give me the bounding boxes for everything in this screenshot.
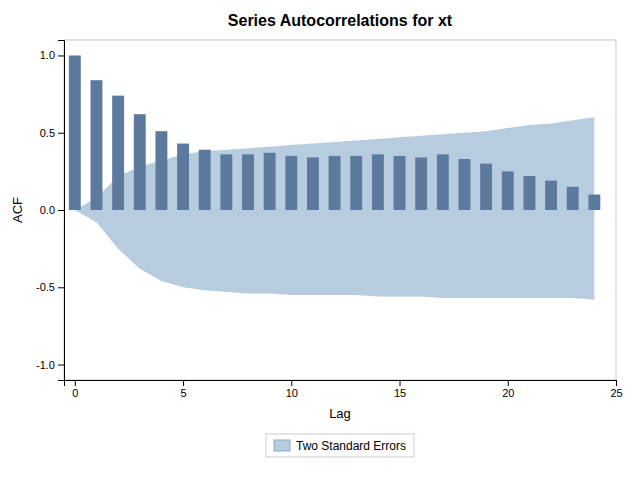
tick: 5: [180, 380, 186, 399]
bar: [502, 171, 514, 210]
axis-line: [58, 41, 65, 381]
tick-mark: [58, 287, 64, 288]
tick-mark: [58, 55, 64, 56]
chart: 0 5 10 15 20 25 -1.0 -0.5 0.0 0.5 1.0 Series Autoco…: [0, 0, 640, 480]
tick-mark: [291, 380, 292, 386]
tick-mark: [183, 380, 184, 386]
tick-mark: [616, 380, 617, 386]
bar: [134, 114, 146, 210]
legend-label: Two Standard Errors: [296, 439, 406, 453]
tick: 10: [286, 380, 298, 399]
tick-label: 15: [394, 387, 406, 399]
tick: -1.0: [36, 359, 64, 371]
tick: 25: [610, 380, 622, 399]
tick-mark: [400, 380, 401, 386]
tick-mark: [58, 210, 64, 211]
bar: [437, 154, 449, 210]
tick-mark: [58, 133, 64, 134]
tick-label: 20: [502, 387, 514, 399]
bar: [329, 156, 341, 210]
tick: 0.5: [40, 127, 64, 139]
tick-label: 0.5: [40, 127, 55, 139]
bar: [394, 156, 406, 210]
bar: [199, 150, 211, 210]
bar: [69, 55, 81, 210]
bar: [242, 154, 254, 210]
bar: [567, 187, 579, 210]
tick-mark: [75, 380, 76, 386]
plot-area: [69, 55, 600, 299]
bars: [69, 55, 600, 210]
tick-label: -1.0: [36, 359, 55, 371]
legend-frame: [266, 434, 414, 457]
tick: 1.0: [40, 49, 64, 61]
bar: [545, 181, 557, 210]
tick: 0.0: [40, 204, 64, 216]
bar: [285, 156, 297, 210]
bar: [588, 195, 600, 210]
confidence-band: [75, 117, 595, 299]
bar: [372, 154, 384, 210]
title: Series Autocorrelations for xt: [228, 12, 453, 29]
tick-label: 5: [180, 387, 186, 399]
axis-line: [65, 381, 617, 387]
tick-label: 0: [72, 387, 78, 399]
tick-mark: [508, 380, 509, 386]
legend-swatch: [274, 440, 290, 451]
tick-label: -0.5: [36, 281, 55, 293]
y-axis-title: ACF: [10, 197, 25, 223]
bar: [350, 156, 362, 210]
tick: 0: [72, 380, 78, 399]
x-axis: 0 5 10 15 20 25: [65, 380, 623, 399]
tick-mark: [58, 365, 64, 366]
bar: [264, 153, 276, 210]
tick-label: 10: [286, 387, 298, 399]
bar: [155, 131, 167, 210]
bar: [91, 80, 103, 210]
tick-label: 1.0: [40, 49, 55, 61]
plot-frame: [64, 40, 616, 380]
y-axis: -1.0 -0.5 0.0 0.5 1.0: [36, 41, 64, 381]
bar: [480, 164, 492, 210]
x-axis-title: Lag: [329, 406, 351, 421]
tick-label: 0.0: [40, 204, 55, 216]
bar: [220, 154, 232, 210]
tick-label: 25: [610, 387, 622, 399]
tick: -0.5: [36, 281, 64, 293]
bar: [307, 157, 319, 210]
tick: 20: [502, 380, 514, 399]
bar: [177, 144, 189, 210]
tick: 15: [394, 380, 406, 399]
bar: [415, 157, 427, 210]
legend: Two Standard Errors: [266, 434, 414, 457]
bar: [523, 176, 535, 210]
bar: [112, 96, 124, 210]
bar: [459, 159, 471, 210]
